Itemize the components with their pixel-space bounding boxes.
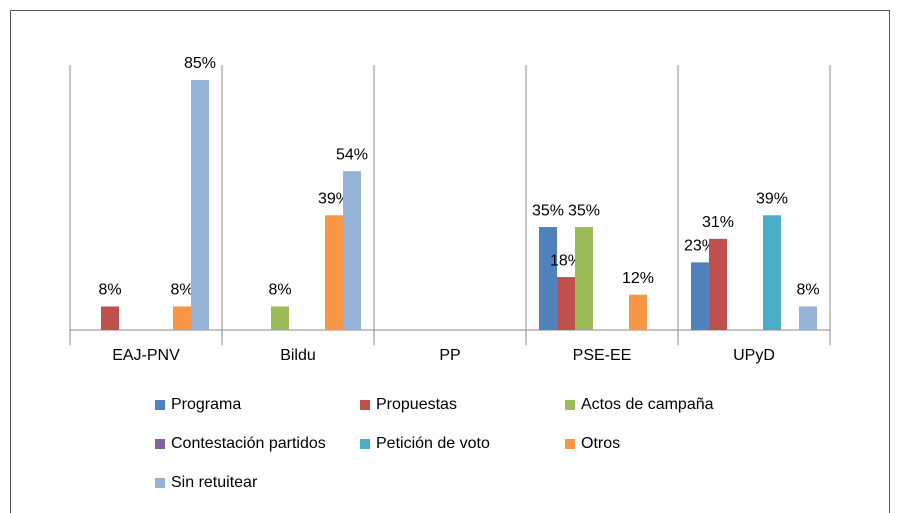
legend-swatch [155, 439, 165, 449]
data-label: 8% [796, 282, 819, 299]
bar [557, 277, 575, 330]
legend-label: Actos de campaña [581, 396, 714, 413]
data-label: 31% [702, 214, 734, 231]
data-label: 39% [756, 191, 788, 208]
data-label: 54% [336, 146, 368, 163]
bar [691, 262, 709, 330]
legend-label: Contestación partidos [171, 435, 326, 452]
x-tick-label: PP [439, 347, 460, 364]
legend-label: Otros [581, 435, 620, 452]
data-label: 8% [268, 282, 291, 299]
data-label: 35% [532, 202, 564, 219]
legend-label: Petición de voto [376, 435, 490, 452]
data-label: 85% [184, 55, 216, 72]
bar [629, 294, 647, 330]
bar [343, 171, 361, 330]
bar [763, 215, 781, 330]
bar [325, 215, 343, 330]
bar [799, 306, 817, 330]
bar [271, 306, 289, 330]
legend-swatch [565, 439, 575, 449]
bar [709, 238, 727, 330]
bar [191, 80, 209, 330]
legend-label: Sin retuitear [171, 474, 258, 491]
data-label: 23% [684, 238, 716, 255]
x-tick-label: Bildu [280, 347, 316, 364]
data-label: 35% [568, 202, 600, 219]
legend-swatch [155, 400, 165, 410]
data-label: 8% [170, 282, 193, 299]
legend-swatch [360, 439, 370, 449]
data-label: 39% [318, 191, 350, 208]
x-tick-label: UPyD [733, 347, 775, 364]
data-label: 18% [550, 252, 582, 269]
x-tick-label: EAJ-PNV [112, 347, 180, 364]
legend-label: Programa [171, 396, 241, 413]
legend-swatch [565, 400, 575, 410]
legend-swatch [360, 400, 370, 410]
x-tick-label: PSE-EE [573, 347, 632, 364]
legend-label: Propuestas [376, 396, 457, 413]
bar [173, 306, 191, 330]
chart-border [10, 10, 890, 513]
data-label: 8% [98, 282, 121, 299]
bar [101, 306, 119, 330]
legend-swatch [155, 478, 165, 488]
data-label: 12% [622, 270, 654, 287]
bar [539, 227, 557, 330]
bar [575, 227, 593, 330]
